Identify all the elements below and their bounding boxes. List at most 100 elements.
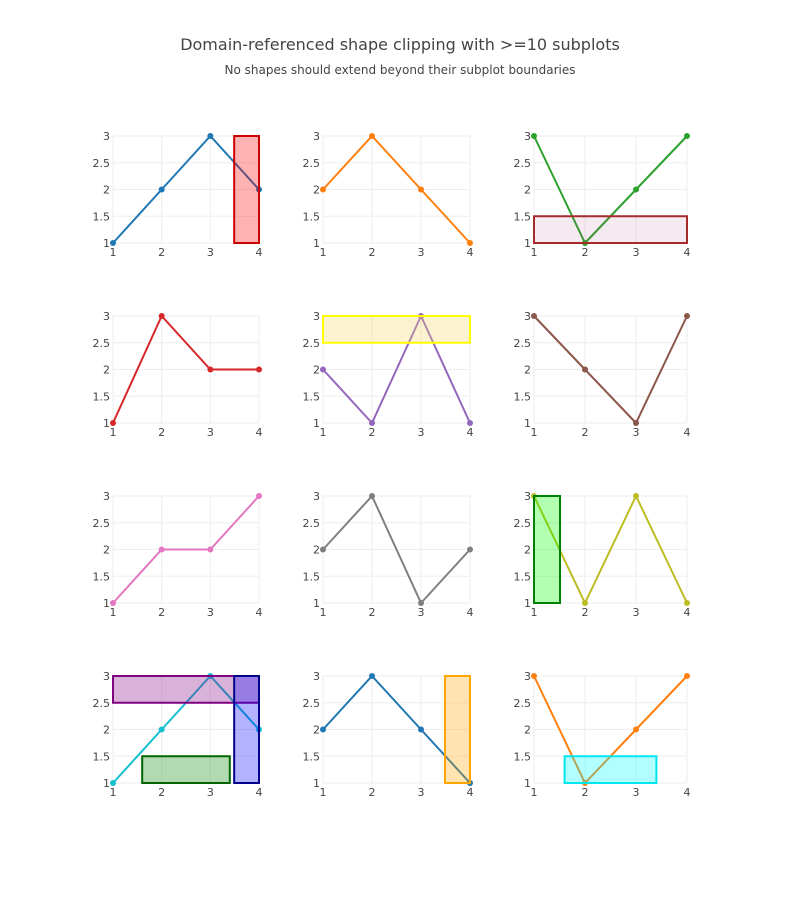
y-tick-label: 2 xyxy=(524,544,531,557)
x-tick-label: 2 xyxy=(582,426,589,439)
y-tick-label: 1.5 xyxy=(93,750,111,763)
y-tick-label: 2 xyxy=(313,184,320,197)
y-tick-label: 2 xyxy=(313,724,320,737)
y-tick-label: 2.5 xyxy=(93,157,111,170)
y-tick-label: 3 xyxy=(524,310,531,323)
y-tick-label: 2 xyxy=(103,364,110,377)
x-tick-label: 2 xyxy=(582,786,589,799)
data-point xyxy=(207,133,214,139)
shape-rect-11-1 xyxy=(444,675,472,784)
y-tick-label: 1 xyxy=(524,237,531,250)
y-tick-label: 2.5 xyxy=(93,517,111,530)
x-tick-label: 4 xyxy=(467,606,474,619)
y-tick-label: 1.5 xyxy=(303,750,321,763)
series-line-4 xyxy=(112,314,259,424)
x-tick-label: 4 xyxy=(684,606,691,619)
data-point xyxy=(418,186,424,193)
data-point xyxy=(110,240,116,246)
subplot-9: 1 2 3 4 1 1.5 2 2.5 3 xyxy=(514,490,691,619)
data-point xyxy=(531,133,537,139)
x-tick-label: 4 xyxy=(256,606,263,619)
subplot-1: 1 2 3 4 1 1.5 2 2.5 3 xyxy=(93,130,263,259)
data-point xyxy=(467,240,473,246)
x-tick-label: 3 xyxy=(207,606,214,619)
x-tick-label: 1 xyxy=(531,426,538,439)
y-tick-label: 1 xyxy=(313,597,320,610)
y-tick-label: 3 xyxy=(103,130,110,143)
data-point xyxy=(320,366,326,373)
x-tick-label: 1 xyxy=(531,606,538,619)
y-tick-label: 1 xyxy=(313,237,320,250)
x-tick-label: 4 xyxy=(684,786,691,799)
x-tick-label: 4 xyxy=(467,426,474,439)
y-tick-label: 2 xyxy=(103,544,110,557)
x-tick-label: 2 xyxy=(158,786,165,799)
y-tick-label: 1.5 xyxy=(93,210,111,223)
x-tick-label: 4 xyxy=(684,426,691,439)
shape-rect-10-3 xyxy=(233,675,260,784)
x-tick-label: 3 xyxy=(207,426,214,439)
y-tick-label: 3 xyxy=(103,490,110,503)
x-tick-label: 2 xyxy=(158,426,165,439)
data-point xyxy=(684,673,690,679)
y-tick-label: 3 xyxy=(524,490,531,503)
data-point xyxy=(207,366,214,373)
x-tick-label: 2 xyxy=(158,246,165,259)
y-tick-label: 1.5 xyxy=(93,570,111,583)
data-point xyxy=(158,186,165,193)
y-tick-label: 1 xyxy=(103,597,110,610)
data-point xyxy=(320,546,326,553)
shape-rect-10-2 xyxy=(141,755,231,784)
x-tick-label: 3 xyxy=(633,606,640,619)
y-tick-label: 2.5 xyxy=(514,697,532,710)
data-point xyxy=(531,313,537,319)
x-tick-label: 4 xyxy=(256,246,263,259)
y-tick-label: 2.5 xyxy=(303,517,321,530)
shape-rect-1-1 xyxy=(233,135,260,244)
y-tick-label: 1 xyxy=(313,417,320,430)
data-point xyxy=(110,420,116,426)
y-tick-label: 2 xyxy=(313,364,320,377)
x-tick-label: 4 xyxy=(467,246,474,259)
y-tick-label: 1 xyxy=(103,417,110,430)
x-tick-label: 2 xyxy=(369,606,376,619)
y-tick-label: 1.5 xyxy=(514,570,532,583)
x-tick-label: 3 xyxy=(418,246,425,259)
x-tick-label: 1 xyxy=(320,426,327,439)
y-tick-label: 3 xyxy=(313,310,320,323)
data-point xyxy=(684,133,690,139)
x-tick-label: 3 xyxy=(633,426,640,439)
shape-rect-12-1 xyxy=(563,755,658,784)
subplot-12: 1 2 3 4 1 1.5 2 2.5 3 xyxy=(514,670,691,799)
y-tick-label: 3 xyxy=(103,310,110,323)
subplot-5: 1 2 3 4 1 1.5 2 2.5 3 xyxy=(303,310,474,439)
data-point xyxy=(418,726,424,733)
x-tick-label: 1 xyxy=(320,606,327,619)
data-point xyxy=(684,313,690,319)
x-tick-label: 3 xyxy=(633,246,640,259)
y-tick-label: 3 xyxy=(313,130,320,143)
y-tick-label: 1.5 xyxy=(514,210,532,223)
subplots-grid: 1 2 3 4 1 1.5 2 2.5 3 1 2 3 4 1 1.5 2 2.5 3 1 2 3 4 1 1.5 2 2.5 3 1… xyxy=(93,130,691,799)
x-tick-label: 1 xyxy=(110,426,117,439)
data-point xyxy=(369,493,375,499)
chart-title: Domain-referenced shape clipping with >=… xyxy=(180,35,620,54)
y-tick-label: 1.5 xyxy=(514,750,532,763)
subplot-8: 1 2 3 4 1 1.5 2 2.5 3 xyxy=(303,490,474,619)
data-point xyxy=(110,780,116,786)
y-tick-label: 3 xyxy=(103,670,110,683)
data-point xyxy=(158,313,165,319)
data-point xyxy=(467,546,473,553)
subplot-2: 1 2 3 4 1 1.5 2 2.5 3 xyxy=(303,130,474,259)
y-tick-label: 1.5 xyxy=(303,570,321,583)
x-tick-label: 3 xyxy=(418,786,425,799)
y-tick-label: 2 xyxy=(313,544,320,557)
series-line-6 xyxy=(533,315,688,425)
y-tick-label: 1 xyxy=(524,777,531,790)
y-tick-label: 3 xyxy=(313,490,320,503)
data-point xyxy=(633,420,639,426)
x-tick-label: 2 xyxy=(369,786,376,799)
x-tick-label: 2 xyxy=(369,246,376,259)
